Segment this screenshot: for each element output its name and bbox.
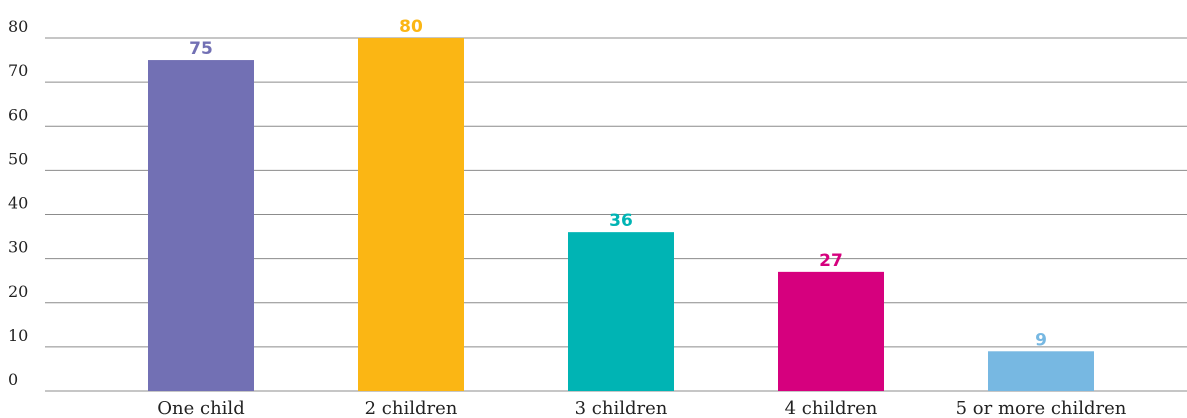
y-tick-label-70: 70: [8, 61, 28, 80]
y-tick-label-10: 10: [8, 326, 28, 345]
bar-1: [148, 60, 254, 391]
y-tick-label-0: 0: [8, 370, 18, 389]
data-label-2: 80: [399, 17, 423, 37]
data-label-4: 27: [819, 251, 843, 271]
category-label-1: One child: [157, 398, 244, 418]
data-labels: 75 80 36 27 9: [189, 17, 1047, 350]
bar-4: [778, 271, 884, 391]
y-tick-label-20: 20: [8, 282, 28, 301]
y-tick-label-80: 80: [8, 17, 28, 36]
y-tick-label-50: 50: [8, 149, 28, 168]
y-tick-label-60: 60: [8, 105, 28, 124]
bar-3: [568, 232, 674, 391]
bar-2: [358, 38, 464, 391]
data-label-1: 75: [189, 39, 213, 59]
category-label-2: 2 children: [365, 398, 458, 418]
bar-5: [988, 351, 1094, 391]
data-label-5: 9: [1035, 330, 1047, 350]
y-tick-label-40: 40: [8, 194, 28, 213]
y-tick-label-30: 30: [8, 238, 28, 257]
data-label-3: 36: [609, 211, 633, 231]
category-labels: One child 2 children 3 children 4 children 5…: [157, 398, 1127, 418]
category-label-3: 3 children: [575, 398, 668, 418]
category-label-5: 5 or more children: [956, 398, 1127, 418]
y-axis-tick-labels: 0 10 20 30 40 50 60 70 80: [8, 17, 28, 389]
category-label-4: 4 children: [785, 398, 878, 418]
bars: [148, 38, 1094, 391]
